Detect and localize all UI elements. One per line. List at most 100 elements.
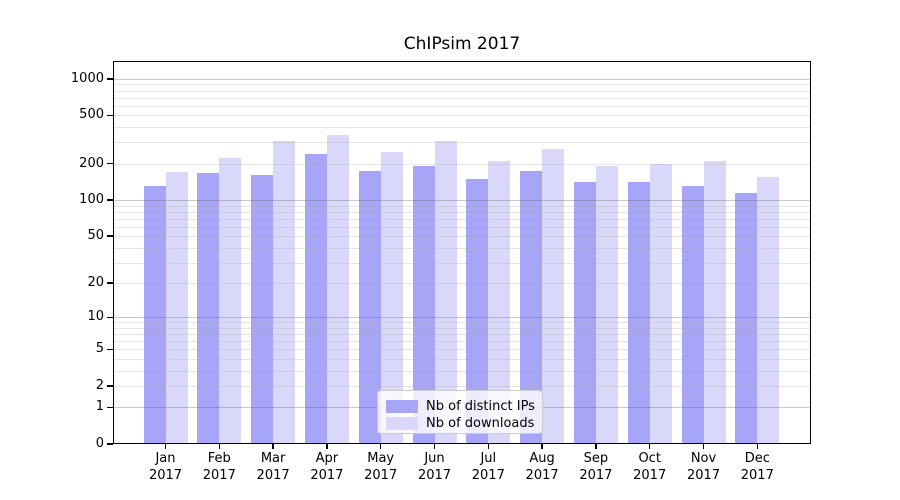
- x-tick-year: 2017: [633, 467, 667, 483]
- minor-gridline-400: [113, 127, 811, 129]
- x-tick-label-aug: Aug 2017: [512, 451, 572, 484]
- x-tick-label-mar: Mar 2017: [243, 451, 303, 484]
- y-tick-10: [107, 316, 113, 318]
- y-tick-100: [107, 199, 113, 201]
- bar-downloads-dec: [757, 176, 780, 444]
- y-tick-1000: [107, 78, 113, 80]
- chart-title: ChIPsim 2017: [403, 34, 521, 54]
- x-tick-sep: [595, 444, 597, 449]
- x-tick-year: 2017: [686, 467, 721, 483]
- x-tick-jun: [433, 444, 436, 449]
- legend-row-downloads: Nb of downloads: [386, 417, 534, 430]
- x-tick-month: Jan: [155, 451, 176, 466]
- x-tick-year: 2017: [525, 467, 559, 483]
- x-tick-may: [379, 444, 382, 449]
- x-tick-label-oct: Oct 2017: [620, 451, 680, 484]
- bar-distinct-ips-jul: [466, 179, 489, 444]
- major-gridline-1000: [113, 78, 811, 80]
- x-tick-month: Jul: [480, 451, 497, 466]
- bar-distinct-ips-feb: [197, 173, 220, 444]
- y-tick-label-0: 0: [95, 436, 104, 451]
- y-tick-0: [107, 443, 113, 445]
- bar-downloads-may: [380, 152, 403, 444]
- y-tick-2: [107, 385, 113, 387]
- y-tick-label-200: 200: [79, 155, 104, 171]
- y-tick-label-500: 500: [79, 107, 104, 123]
- x-tick-year: 2017: [417, 467, 452, 483]
- bar-downloads-mar: [273, 140, 296, 444]
- bar-distinct-ips-nov: [681, 185, 704, 444]
- y-tick-200: [107, 162, 113, 165]
- x-tick-label-nov: Nov 2017: [674, 451, 734, 484]
- x-tick-label-sep: Sep 2017: [566, 451, 626, 484]
- x-tick-year: 2017: [256, 467, 290, 483]
- x-tick-year: 2017: [202, 467, 236, 483]
- minor-gridline-40: [113, 247, 811, 249]
- x-tick-month: Dec: [744, 451, 770, 466]
- minor-gridline-900: [113, 84, 811, 86]
- x-tick-label-apr: Apr 2017: [297, 451, 357, 484]
- y-tick-label-20: 20: [87, 275, 104, 291]
- minor-gridline-5: [113, 349, 811, 351]
- legend: Nb of distinct IPs Nb of downloads: [377, 390, 543, 434]
- x-tick-feb: [218, 444, 221, 449]
- legend-swatch-distinct-ips: [386, 400, 418, 413]
- bar-distinct-ips-may: [358, 171, 381, 444]
- minor-gridline-2: [113, 385, 811, 387]
- minor-gridline-9: [113, 322, 811, 324]
- bar-downloads-sep: [595, 165, 618, 444]
- legend-swatch-downloads: [386, 417, 418, 430]
- x-tick-month: Oct: [638, 451, 661, 466]
- major-gridline-100: [113, 200, 811, 202]
- minor-gridline-800: [113, 90, 811, 92]
- x-tick-month: Sep: [583, 451, 609, 466]
- x-tick-year: 2017: [364, 467, 398, 483]
- bar-downloads-apr: [326, 134, 349, 444]
- minor-gridline-30: [113, 262, 811, 264]
- y-tick-1: [107, 406, 113, 409]
- y-tick-label-10: 10: [87, 309, 104, 325]
- y-tick-20: [107, 282, 113, 284]
- bar-downloads-jul: [488, 160, 511, 444]
- minor-gridline-50: [113, 236, 811, 238]
- x-tick-label-may: May 2017: [351, 451, 411, 484]
- bar-distinct-ips-mar: [251, 174, 274, 444]
- y-tick-label-50: 50: [87, 228, 104, 244]
- bar-distinct-ips-oct: [627, 181, 650, 444]
- x-tick-label-jun: Jun 2017: [405, 451, 465, 484]
- bar-distinct-ips-aug: [520, 171, 543, 444]
- x-tick-year: 2017: [579, 467, 613, 483]
- bar-downloads-jan: [165, 171, 188, 444]
- bar-distinct-ips-jun: [412, 165, 435, 444]
- x-tick-apr: [326, 444, 328, 449]
- bar-distinct-ips-sep: [573, 181, 596, 444]
- x-tick-month: Mar: [260, 451, 286, 466]
- bar-distinct-ips-dec: [735, 192, 758, 444]
- y-tick-label-100: 100: [79, 192, 104, 208]
- minor-gridline-70: [113, 218, 811, 220]
- y-tick-500: [107, 114, 113, 117]
- bar-downloads-feb: [219, 157, 242, 444]
- bar-distinct-ips-jan: [143, 185, 166, 444]
- x-tick-month: Nov: [690, 451, 717, 466]
- minor-gridline-90: [113, 205, 811, 207]
- x-tick-year: 2017: [310, 467, 344, 483]
- major-gridline-10: [113, 317, 811, 319]
- y-tick-5: [107, 348, 113, 351]
- bar-downloads-nov: [703, 160, 726, 444]
- x-tick-jul: [487, 444, 490, 449]
- y-tick-label-1000: 1000: [70, 70, 104, 86]
- x-tick-year: 2017: [471, 467, 505, 483]
- x-tick-month: Apr: [315, 451, 339, 466]
- legend-label-distinct-ips: Nb of distinct IPs: [426, 399, 535, 414]
- x-tick-year: 2017: [148, 467, 183, 483]
- minor-gridline-3: [113, 370, 811, 372]
- y-tick-label-2: 2: [95, 377, 104, 393]
- x-tick-month: Feb: [207, 451, 231, 466]
- minor-gridline-600: [113, 105, 811, 107]
- minor-gridline-7: [113, 334, 811, 336]
- x-tick-month: Aug: [529, 451, 555, 466]
- x-tick-label-jan: Jan 2017: [136, 451, 196, 484]
- x-tick-label-dec: Dec 2017: [727, 451, 787, 484]
- y-tick-label-5: 5: [95, 341, 104, 357]
